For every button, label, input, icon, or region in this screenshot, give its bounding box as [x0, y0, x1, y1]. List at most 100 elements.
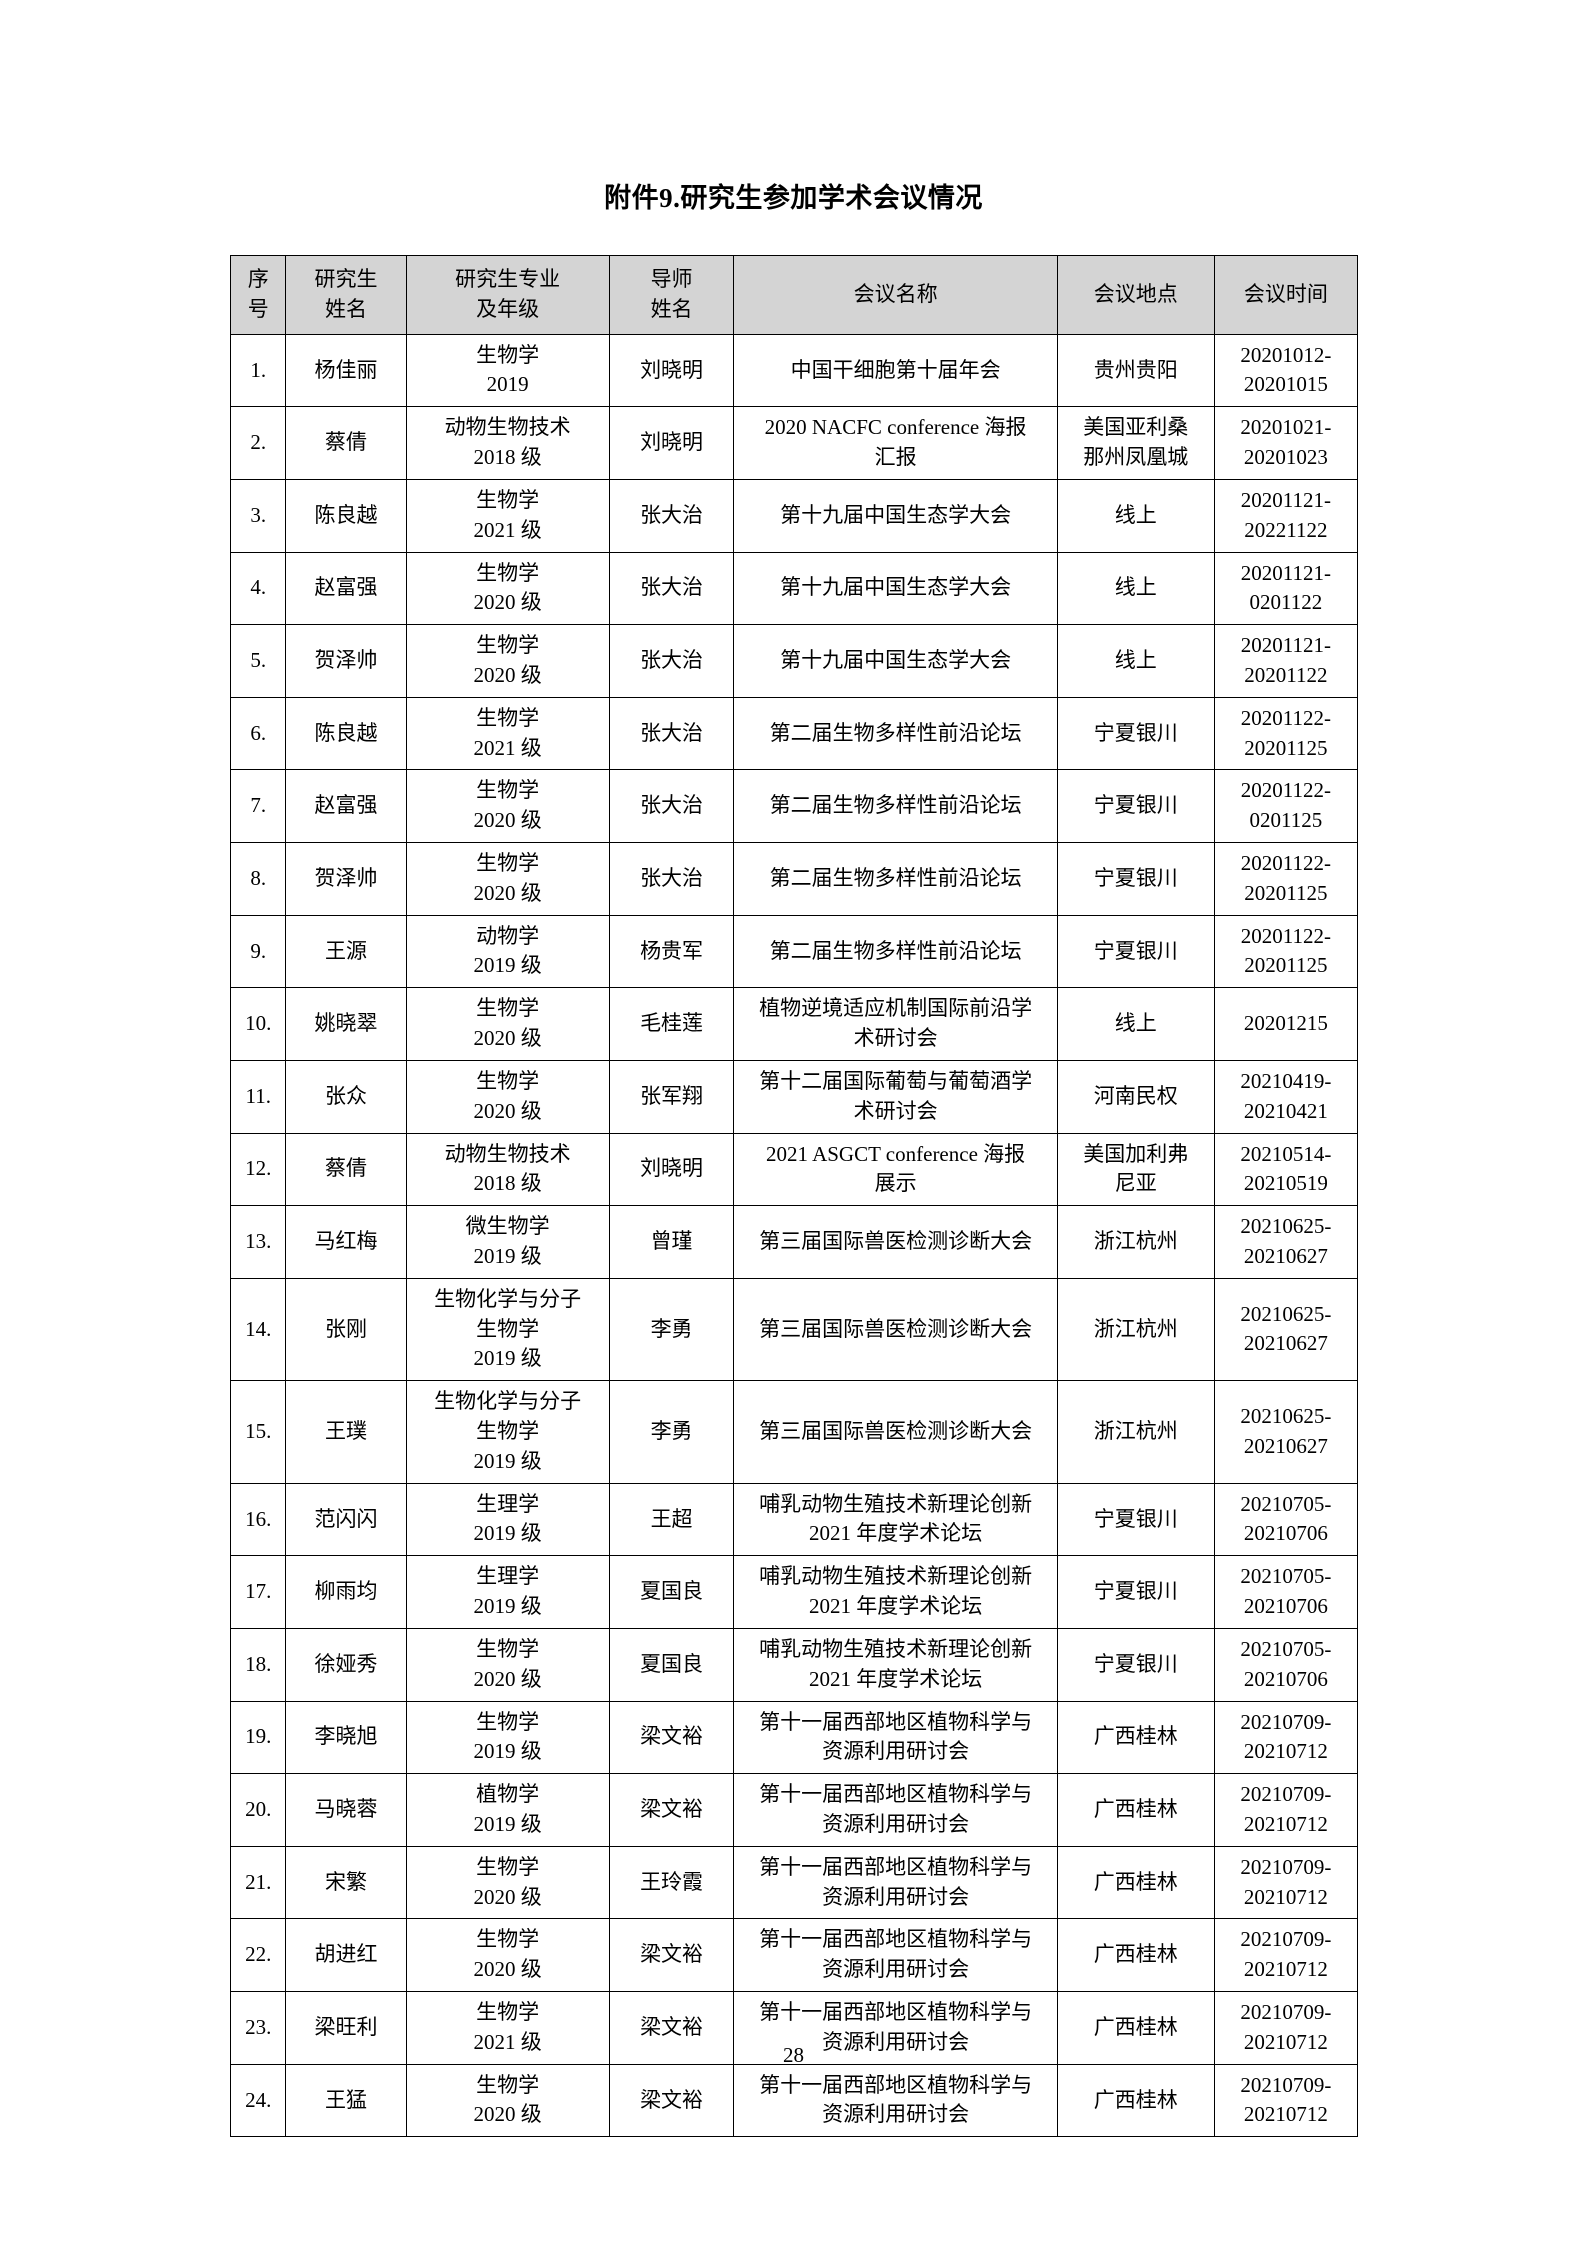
table-row: 22. 胡进红 生物学 2020 级梁文裕 第十一届西部地区植物科学与 资源利用研讨会 广西…	[229, 1918, 1359, 1992]
cell-conference-name: 第十九届中国生态学大会	[733, 551, 1058, 626]
table-row: 7. 赵富强 生物学 2020 级张大治 第二届生物多样性前沿论坛 宁夏银川 2020112…	[229, 769, 1359, 843]
cell-conference-name: 第二届生物多样性前沿论坛	[733, 914, 1058, 989]
cell-mentor-name: 刘晓明	[608, 333, 735, 408]
cell-student-name: 宋繁	[285, 1845, 407, 1920]
cell-major-grade: 生物学 2021 级	[405, 696, 610, 771]
cell-index: 15.	[229, 1380, 287, 1484]
table-row: 13. 马红梅 微生物学 2019 级曾瑾 第三届国际兽医检测诊断大会 浙江杭州 20210…	[229, 1205, 1359, 1279]
cell-conference-time: 20210625- 20210627	[1213, 1277, 1359, 1382]
cell-major-grade: 生物学 2020 级	[405, 551, 610, 626]
cell-mentor-name: 张军翔	[608, 1059, 735, 1134]
cell-mentor-name: 毛桂莲	[608, 987, 735, 1061]
cell-mentor-name: 夏国良	[608, 1627, 735, 1702]
table-row: 24. 王猛 生物学 2020 级梁文裕 第十一届西部地区植物科学与 资源利用研讨会 广西桂…	[229, 2063, 1359, 2138]
cell-mentor-name: 刘晓明	[608, 1132, 735, 1207]
cell-student-name: 赵富强	[285, 769, 407, 843]
column-header-conference-place: 会议地点	[1056, 255, 1215, 335]
cell-index: 21.	[229, 1845, 287, 1920]
cell-conference-place: 广西桂林	[1056, 1700, 1215, 1775]
cell-student-name: 陈良越	[285, 478, 407, 553]
cell-conference-time: 20201021- 20201023	[1213, 406, 1359, 480]
cell-student-name: 陈良越	[285, 696, 407, 771]
cell-major-grade: 动物生物技术 2018 级	[405, 406, 610, 480]
table-row: 8. 贺泽帅 生物学 2020 级张大治 第二届生物多样性前沿论坛 宁夏银川 2020112…	[229, 842, 1359, 916]
cell-conference-time: 20210705- 20210706	[1213, 1482, 1359, 1557]
cell-conference-place: 广西桂林	[1056, 1773, 1215, 1847]
cell-index: 18.	[229, 1627, 287, 1702]
cell-index: 1.	[229, 333, 287, 408]
cell-mentor-name: 夏国良	[608, 1555, 735, 1629]
cell-major-grade: 生物学 2020 级	[405, 842, 610, 916]
cell-conference-place: 浙江杭州	[1056, 1380, 1215, 1484]
table-header: 序号 研究生 姓名 研究生专业 及年级 导师 姓名 会议名称 会议地点 会议时间	[229, 255, 1359, 335]
cell-mentor-name: 曾瑾	[608, 1205, 735, 1279]
cell-conference-name: 第二届生物多样性前沿论坛	[733, 842, 1058, 916]
table-row: 6. 陈良越 生物学 2021 级张大治 第二届生物多样性前沿论坛 宁夏银川 2020112…	[229, 696, 1359, 771]
header-cell-text: 研究生专业 及年级	[455, 267, 561, 321]
table-row: 9. 王源 动物学 2019 级杨贵军 第二届生物多样性前沿论坛 宁夏银川 20201122…	[229, 914, 1359, 989]
cell-conference-time: 20210709- 20210712	[1213, 1991, 1359, 2065]
cell-major-grade: 生物化学与分子 生物学 2019 级	[405, 1277, 610, 1382]
cell-major-grade: 生物学 2021 级	[405, 1991, 610, 2065]
cell-major-grade: 生物学 2021 级	[405, 478, 610, 553]
cell-conference-time: 20201121- 20201122	[1213, 624, 1359, 698]
cell-index: 8.	[229, 842, 287, 916]
table-row: 17. 柳雨均 生理学 2019 级夏国良 哺乳动物生殖技术新理论创新 2021 年度学术…	[229, 1555, 1359, 1629]
cell-index: 10.	[229, 987, 287, 1061]
header-cell-text: 会议时间	[1243, 281, 1328, 306]
cell-conference-place: 贵州贵阳	[1056, 333, 1215, 408]
table-row: 2. 蔡倩 动物生物技术 2018 级刘晓明 2020 NACFC conference…	[229, 406, 1359, 480]
cell-index: 6.	[229, 696, 287, 771]
cell-conference-time: 20210709- 20210712	[1213, 1773, 1359, 1847]
cell-conference-time: 20210709- 20210712	[1213, 2063, 1359, 2138]
cell-index: 22.	[229, 1918, 287, 1992]
table-row: 10. 姚晓翠 生物学 2020 级毛桂莲 植物逆境适应机制国际前沿学 术研讨会 线上 202…	[229, 987, 1359, 1061]
page-title: 附件9.研究生参加学术会议情况	[604, 183, 983, 213]
cell-student-name: 贺泽帅	[285, 624, 407, 698]
cell-conference-time: 20201122- 20201125	[1213, 842, 1359, 916]
cell-student-name: 蔡倩	[285, 406, 407, 480]
cell-index: 23.	[229, 1991, 287, 2065]
cell-major-grade: 微生物学 2019 级	[405, 1205, 610, 1279]
header-cell-text: 会议地点	[1093, 281, 1178, 306]
cell-conference-name: 第十一届西部地区植物科学与 资源利用研讨会	[733, 1918, 1058, 1992]
cell-major-grade: 生物学 2020 级	[405, 624, 610, 698]
cell-student-name: 马晓蓉	[285, 1773, 407, 1847]
page-number: 28	[783, 2043, 804, 2067]
cell-index: 4.	[229, 551, 287, 626]
cell-mentor-name: 梁文裕	[608, 2063, 735, 2138]
cell-index: 12.	[229, 1132, 287, 1207]
table-row: 21. 宋繁 生物学 2020 级王玲霞 第十一届西部地区植物科学与 资源利用研讨会 广西桂…	[229, 1845, 1359, 1920]
cell-mentor-name: 刘晓明	[608, 406, 735, 480]
cell-major-grade: 动物生物技术 2018 级	[405, 1132, 610, 1207]
cell-index: 20.	[229, 1773, 287, 1847]
cell-conference-place: 广西桂林	[1056, 1991, 1215, 2065]
table-row: 4. 赵富强 生物学 2020 级张大治 第十九届中国生态学大会 线上 20201121- 0…	[229, 551, 1359, 626]
cell-conference-name: 第十一届西部地区植物科学与 资源利用研讨会	[733, 2063, 1058, 2138]
cell-major-grade: 生物学 2020 级	[405, 1059, 610, 1134]
table-header-row: 序号 研究生 姓名 研究生专业 及年级 导师 姓名 会议名称 会议地点 会议时间	[229, 255, 1359, 335]
cell-conference-name: 第三届国际兽医检测诊断大会	[733, 1277, 1058, 1382]
table-row: 11. 张众 生物学 2020 级张军翔 第十二届国际葡萄与葡萄酒学 术研讨会 河南民权 20…	[229, 1059, 1359, 1134]
cell-conference-time: 20201122- 20201125	[1213, 696, 1359, 771]
cell-student-name: 范闪闪	[285, 1482, 407, 1557]
cell-conference-time: 20210709- 20210712	[1213, 1700, 1359, 1775]
header-cell-text: 会议名称	[853, 281, 938, 306]
cell-index: 17.	[229, 1555, 287, 1629]
cell-conference-place: 线上	[1056, 624, 1215, 698]
cell-major-grade: 动物学 2019 级	[405, 914, 610, 989]
cell-index: 3.	[229, 478, 287, 553]
cell-conference-time: 20210709- 20210712	[1213, 1845, 1359, 1920]
cell-mentor-name: 张大治	[608, 551, 735, 626]
cell-conference-name: 第三届国际兽医检测诊断大会	[733, 1380, 1058, 1484]
cell-student-name: 张众	[285, 1059, 407, 1134]
cell-student-name: 王猛	[285, 2063, 407, 2138]
cell-mentor-name: 王玲霞	[608, 1845, 735, 1920]
cell-conference-name: 2021 ASGCT conference 海报 展示	[733, 1132, 1058, 1207]
table-row: 23. 梁旺利 生物学 2021 级梁文裕 第十一届西部地区植物科学与 资源利用研讨会 广西…	[229, 1991, 1359, 2065]
cell-student-name: 贺泽帅	[285, 842, 407, 916]
cell-major-grade: 生物学 2020 级	[405, 1918, 610, 1992]
cell-index: 14.	[229, 1277, 287, 1382]
cell-major-grade: 生物化学与分子 生物学 2019 级	[405, 1380, 610, 1484]
header-cell-text: 序号	[247, 267, 269, 321]
